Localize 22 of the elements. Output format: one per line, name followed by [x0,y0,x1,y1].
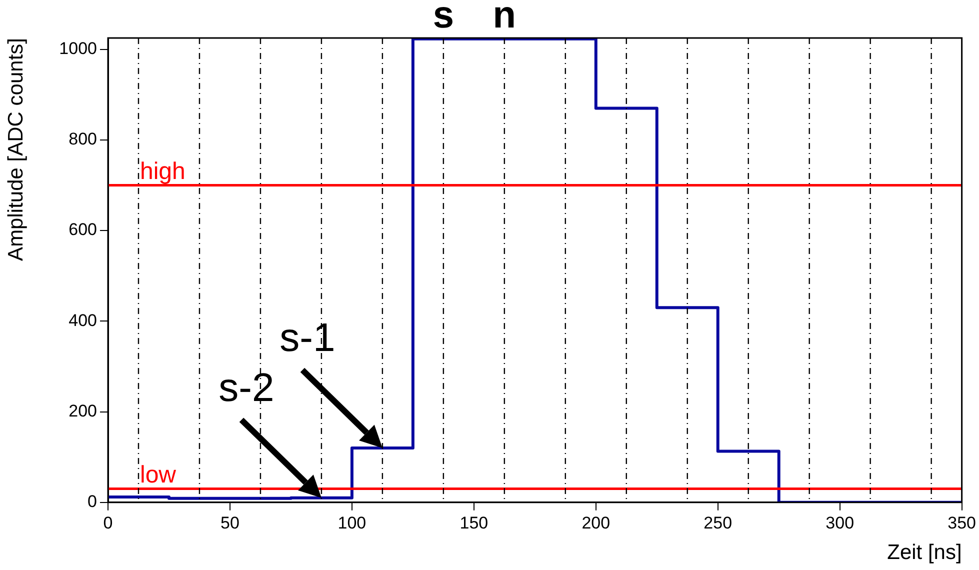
x-tick-label: 0 [103,513,113,532]
y-tick-label: 1000 [59,39,97,58]
x-tick-label: 300 [826,513,854,532]
x-tick-label: 200 [582,513,610,532]
annotation: s [432,0,454,36]
annotation: n [492,0,516,36]
x-tick-label: 100 [338,513,366,532]
x-tick-label: 250 [704,513,732,532]
annotation: s-2 [218,366,274,410]
x-axis-title: Zeit [ns] [887,541,962,564]
y-tick-label: 600 [68,220,97,240]
y-tick-label: 200 [68,401,97,420]
x-tick-label: 50 [220,513,240,532]
x-tick-label: 350 [948,513,976,532]
ref-line-label: low [140,461,177,488]
annotation: s-1 [280,316,336,360]
y-tick-label: 0 [88,492,97,512]
x-tick-label: 150 [460,513,488,532]
ref-line-label: high [140,158,186,185]
y-axis-title: Amplitude [ADC counts] [4,38,28,261]
y-tick-label: 800 [68,130,97,149]
y-tick-label: 400 [68,310,97,330]
